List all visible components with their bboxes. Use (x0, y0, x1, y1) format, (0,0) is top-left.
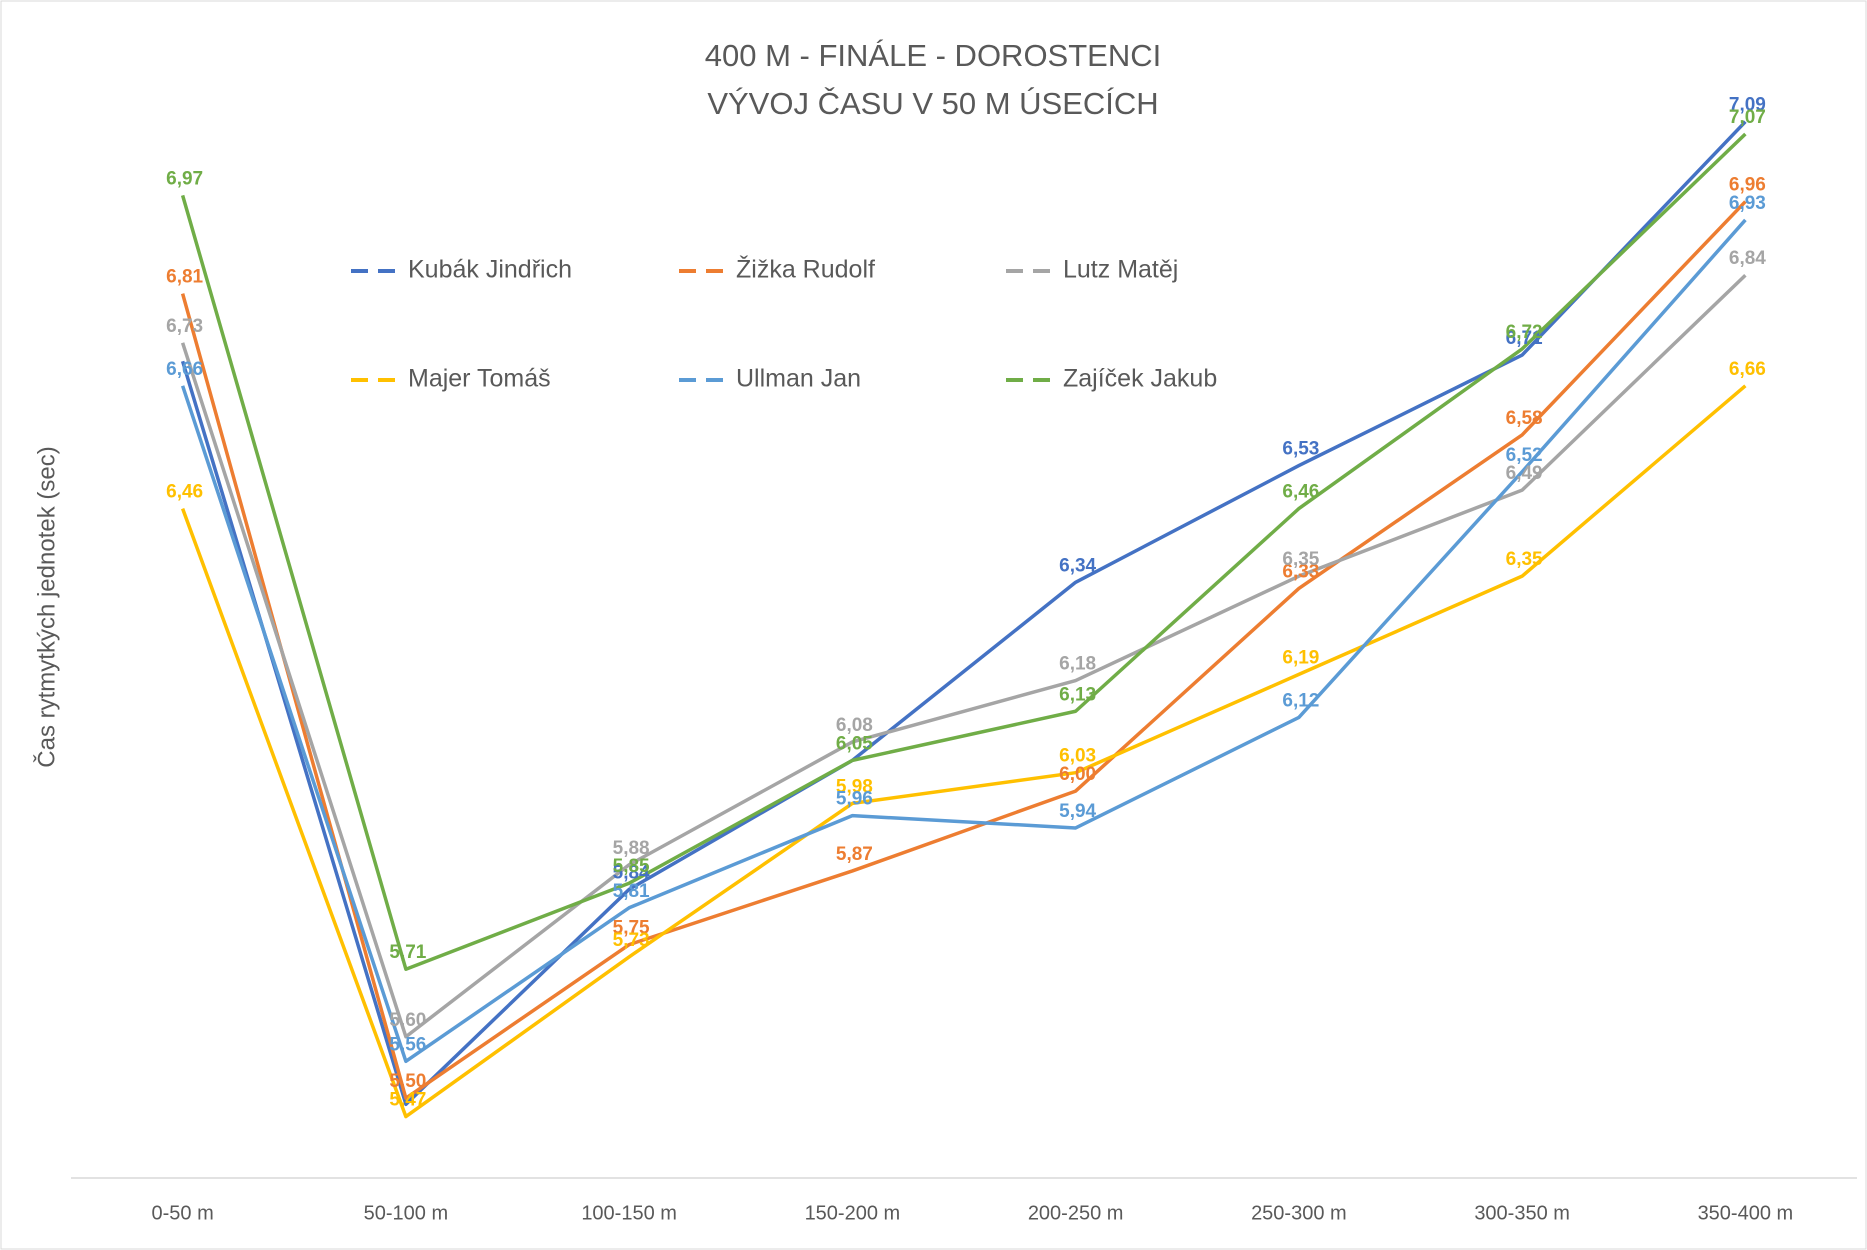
data-label: 6,96 (1729, 175, 1766, 196)
data-label: 6,71 (1506, 328, 1543, 349)
data-label: 6,97 (166, 168, 203, 189)
data-label: 5,98 (836, 776, 873, 797)
data-label: 6,66 (1729, 359, 1766, 380)
data-label: 5,88 (613, 838, 650, 859)
x-tick-label: 350-400 m (1698, 1202, 1794, 1224)
chart-subtitle: VÝVOJ ČASU V 50 M ÚSECÍCH (707, 86, 1158, 121)
data-label: 6,46 (1282, 482, 1319, 503)
legend-label: Lutz Matěj (1063, 256, 1178, 284)
data-label: 5,47 (389, 1090, 426, 1111)
data-label: 6,84 (1729, 248, 1766, 269)
series-line (180, 273, 1747, 1039)
data-label: 6,35 (1282, 549, 1319, 570)
data-label: 6,52 (1506, 445, 1543, 466)
data-label: 6,49 (1506, 463, 1543, 484)
data-label: 5,75 (613, 918, 650, 939)
data-label: 6,33 (1282, 561, 1319, 582)
data-label: 5,94 (1059, 801, 1096, 822)
data-label: 5,84 (613, 862, 650, 883)
x-tick-label: 0-50 m (152, 1202, 214, 1224)
data-label: 6,58 (1506, 408, 1543, 429)
data-label: 6,93 (1729, 193, 1766, 214)
data-label: 6,08 (836, 715, 873, 736)
data-label: 6,73 (166, 316, 203, 337)
data-label: 6,18 (1059, 654, 1096, 675)
chart-title: 400 M - FINÁLE - DOROSTENCI (705, 38, 1161, 73)
x-tick-label: 250-300 m (1251, 1202, 1347, 1224)
legend-label: Zajíček Jakub (1063, 365, 1217, 393)
data-label: 5,60 (389, 1010, 426, 1031)
data-label: 5,81 (613, 881, 650, 902)
series-line (180, 132, 1747, 971)
data-label: 6,00 (1059, 764, 1096, 785)
legend-label: Kubák Jindřich (408, 256, 572, 284)
data-label: 5,73 (613, 930, 650, 951)
x-tick-label: 200-250 m (1028, 1202, 1124, 1224)
x-tick-label: 300-350 m (1474, 1202, 1570, 1224)
data-label: 6,34 (1059, 555, 1096, 576)
data-label: 7,09 (1729, 95, 1766, 116)
data-label: 5,96 (836, 789, 873, 810)
series-line (180, 384, 1747, 1119)
data-label: 5,85 (613, 856, 650, 877)
data-label: 6,66 (166, 359, 203, 380)
x-tick-label: 150-200 m (805, 1202, 901, 1224)
data-label: 6,72 (1506, 322, 1543, 343)
series-line (180, 200, 1747, 1100)
series-line (180, 218, 1747, 1064)
x-tick-label: 100-150 m (581, 1202, 677, 1224)
data-label: 7,07 (1729, 107, 1766, 128)
data-label: 6,53 (1282, 439, 1319, 460)
data-label: 6,81 (166, 267, 203, 288)
data-label: 6,13 (1059, 684, 1096, 705)
data-label: 6,03 (1059, 746, 1096, 767)
x-tick-label: 50-100 m (364, 1202, 449, 1224)
legend-label: Žižka Rudolf (736, 255, 875, 284)
data-label: 5,50 (389, 1071, 426, 1092)
data-label: 6,12 (1282, 690, 1319, 711)
data-label: 6,46 (166, 482, 203, 503)
data-label: 6,05 (836, 733, 873, 754)
data-label: 6,19 (1282, 647, 1319, 668)
data-label: 6,35 (1506, 549, 1543, 570)
data-label: 5,56 (389, 1034, 426, 1055)
legend-label: Majer Tomáš (408, 365, 551, 393)
y-axis-label: Čas rytmytkých jednotek (sec) (32, 446, 60, 767)
legend-label: Ullman Jan (736, 365, 861, 393)
data-label: 5,71 (389, 942, 426, 963)
data-label: 5,87 (836, 844, 873, 865)
